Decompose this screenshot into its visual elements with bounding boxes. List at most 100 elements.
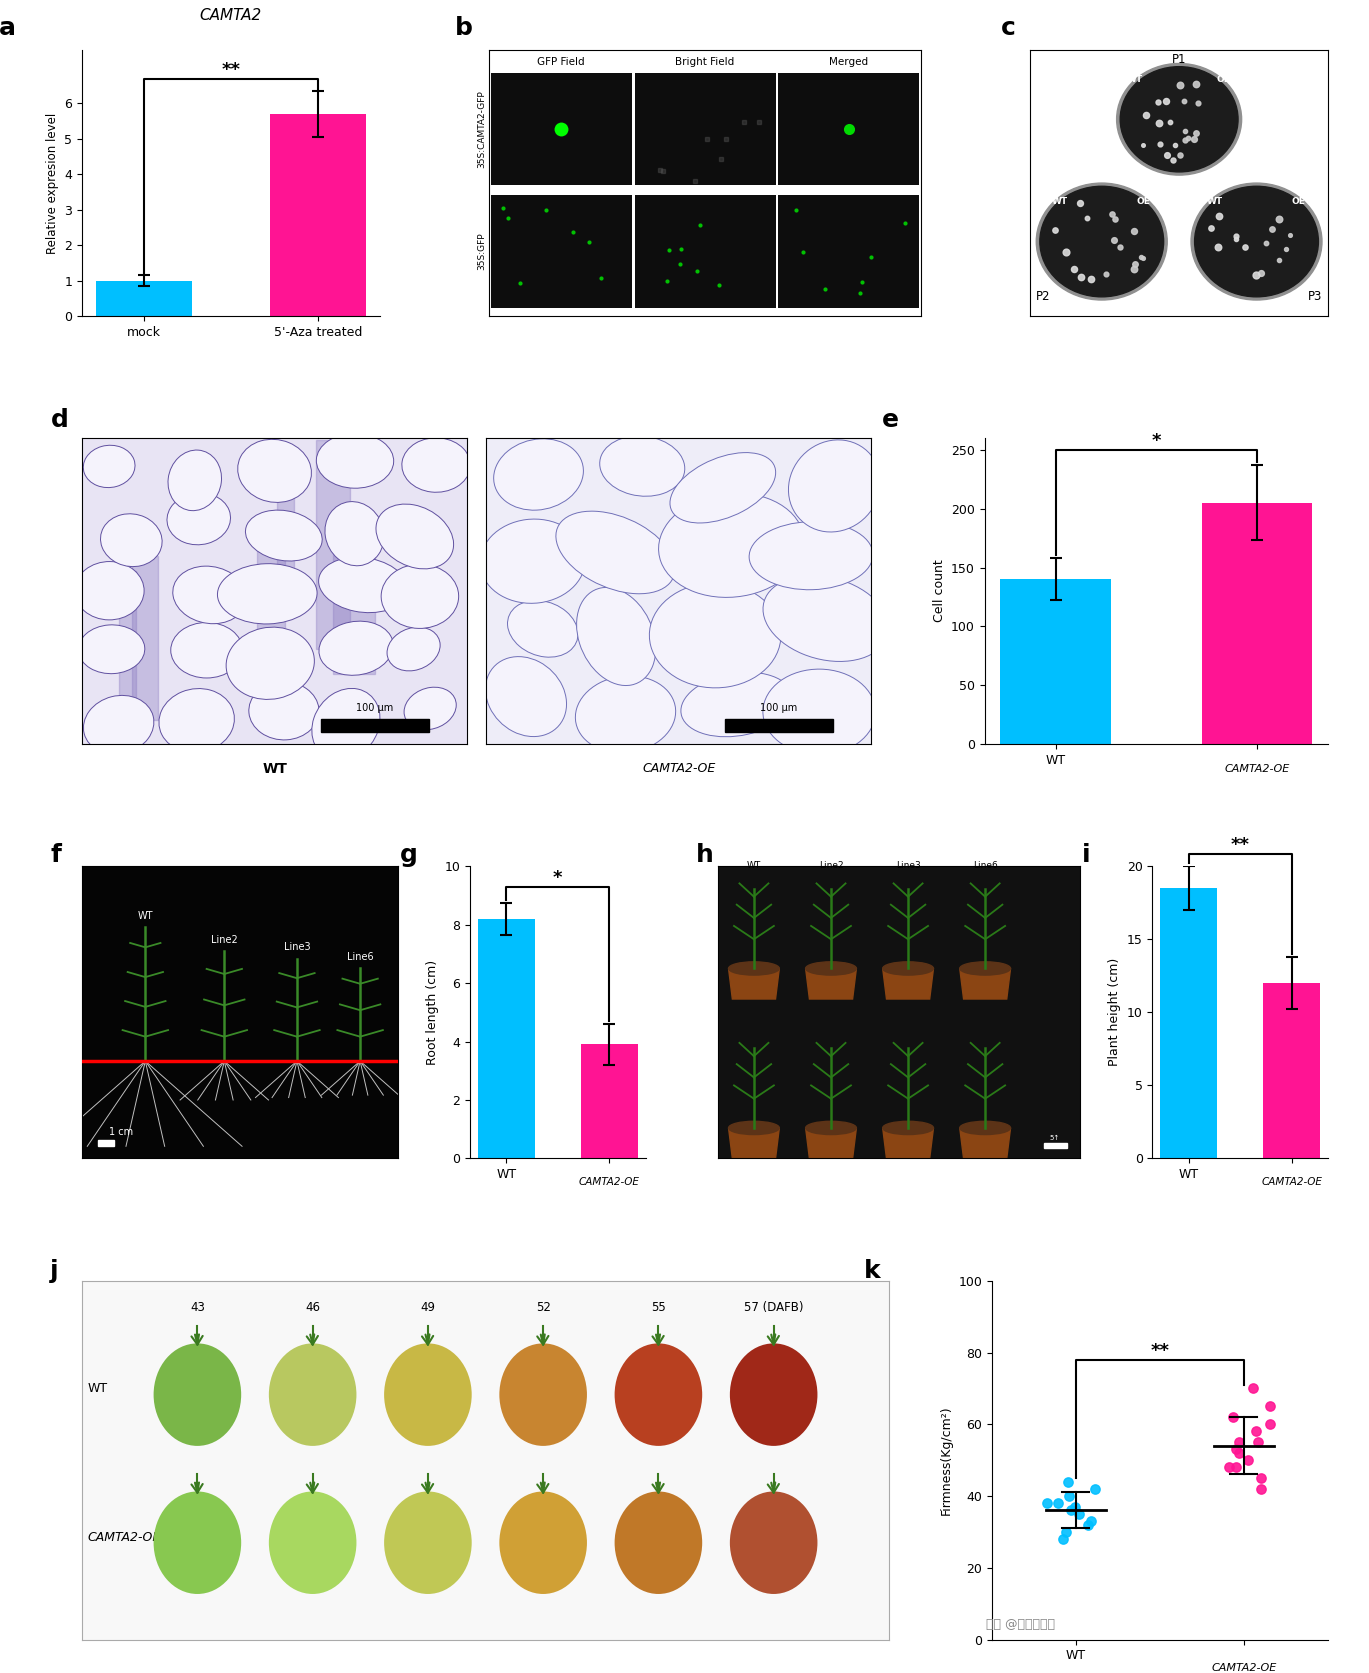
Text: Bright Field: Bright Field (675, 57, 735, 67)
Point (1057, 1469, 1079, 1496)
Ellipse shape (387, 627, 441, 671)
Polygon shape (805, 1128, 857, 1158)
Text: Line2: Line2 (211, 935, 238, 945)
Bar (333, 530, 375, 674)
Text: 49: 49 (420, 1302, 435, 1315)
Ellipse shape (404, 688, 456, 729)
Ellipse shape (153, 1343, 241, 1445)
Text: h: h (695, 843, 713, 867)
Ellipse shape (84, 696, 153, 755)
Text: Line3: Line3 (283, 942, 311, 952)
Ellipse shape (245, 510, 322, 560)
Text: a: a (0, 15, 16, 40)
Ellipse shape (324, 502, 385, 565)
Text: CAMTA2-OE: CAMTA2-OE (1224, 765, 1290, 773)
Ellipse shape (730, 1491, 817, 1594)
Text: P3: P3 (1307, 289, 1322, 303)
Bar (478, 918, 535, 1158)
Text: OE: OE (1217, 75, 1231, 84)
Ellipse shape (494, 438, 583, 510)
Point (1228, 1439, 1250, 1466)
Text: 1 cm: 1 cm (110, 1126, 133, 1136)
Y-axis label: Firmness(Kg/cm²): Firmness(Kg/cm²) (939, 1405, 953, 1516)
Ellipse shape (268, 1491, 356, 1594)
Ellipse shape (84, 445, 136, 487)
Text: 57 (DAFB): 57 (DAFB) (743, 1302, 804, 1315)
Text: CAMTA2-OE: CAMTA2-OE (1261, 1178, 1322, 1188)
Polygon shape (960, 969, 1010, 999)
Text: j: j (49, 1260, 59, 1283)
Bar (119, 570, 137, 711)
Y-axis label: Relative expresion level: Relative expresion level (47, 112, 59, 254)
Circle shape (1120, 67, 1238, 172)
Point (1259, 1410, 1281, 1437)
Point (1058, 1482, 1080, 1509)
Bar (1001, 579, 1112, 744)
Ellipse shape (218, 564, 318, 624)
Text: *: * (553, 868, 563, 887)
Text: i: i (1083, 843, 1091, 867)
Ellipse shape (319, 557, 408, 612)
Ellipse shape (680, 673, 793, 736)
Ellipse shape (500, 1491, 587, 1594)
Point (1054, 1519, 1076, 1546)
Ellipse shape (385, 1491, 472, 1594)
Ellipse shape (763, 576, 888, 661)
Polygon shape (728, 1128, 779, 1158)
Bar (1264, 984, 1320, 1158)
Ellipse shape (402, 438, 471, 492)
Bar (635, 196, 775, 308)
Bar (1161, 888, 1217, 1158)
Ellipse shape (556, 512, 675, 594)
Y-axis label: Plant height (cm): Plant height (cm) (1109, 959, 1121, 1066)
Bar (316, 440, 350, 649)
Text: CAMTA2-OE: CAMTA2-OE (1212, 1663, 1276, 1673)
Bar (131, 557, 159, 719)
Text: Line2: Line2 (819, 862, 843, 870)
Circle shape (1117, 64, 1242, 176)
Bar (320, 719, 428, 731)
Point (1053, 1526, 1075, 1553)
Ellipse shape (960, 1121, 1010, 1134)
Text: b: b (455, 15, 472, 40)
Point (1225, 1454, 1247, 1481)
Text: f: f (51, 843, 62, 867)
Text: GFP Field: GFP Field (538, 57, 585, 67)
Polygon shape (960, 1128, 1010, 1158)
Ellipse shape (381, 564, 459, 629)
Point (1250, 1464, 1272, 1491)
Ellipse shape (728, 1121, 779, 1134)
Ellipse shape (749, 522, 873, 591)
Text: d: d (51, 408, 70, 432)
Polygon shape (805, 969, 857, 999)
Ellipse shape (486, 656, 567, 736)
Circle shape (1040, 186, 1164, 296)
Ellipse shape (78, 624, 145, 674)
Text: **: ** (1231, 836, 1250, 855)
Text: **: ** (1150, 1342, 1169, 1360)
Ellipse shape (883, 962, 934, 975)
Text: Line3: Line3 (895, 862, 920, 870)
Ellipse shape (728, 962, 779, 975)
Bar (256, 525, 285, 671)
Y-axis label: Root length (cm): Root length (cm) (426, 960, 439, 1066)
Text: Line6: Line6 (346, 952, 374, 962)
Text: 100 μm: 100 μm (760, 703, 798, 713)
Ellipse shape (615, 1343, 702, 1445)
Ellipse shape (172, 565, 246, 624)
Ellipse shape (249, 681, 319, 739)
Ellipse shape (649, 582, 780, 688)
Bar (96, 281, 192, 316)
Point (1258, 1394, 1280, 1420)
Bar (779, 196, 920, 308)
Point (1242, 1375, 1264, 1402)
Text: OE: OE (1291, 197, 1305, 206)
Point (1064, 1494, 1086, 1521)
Circle shape (1195, 186, 1318, 296)
Text: WT: WT (1127, 75, 1143, 84)
Ellipse shape (805, 1121, 857, 1134)
Y-axis label: Cell count: Cell count (932, 560, 946, 622)
Point (1228, 1429, 1250, 1456)
Point (1225, 1435, 1247, 1462)
Ellipse shape (238, 440, 312, 502)
